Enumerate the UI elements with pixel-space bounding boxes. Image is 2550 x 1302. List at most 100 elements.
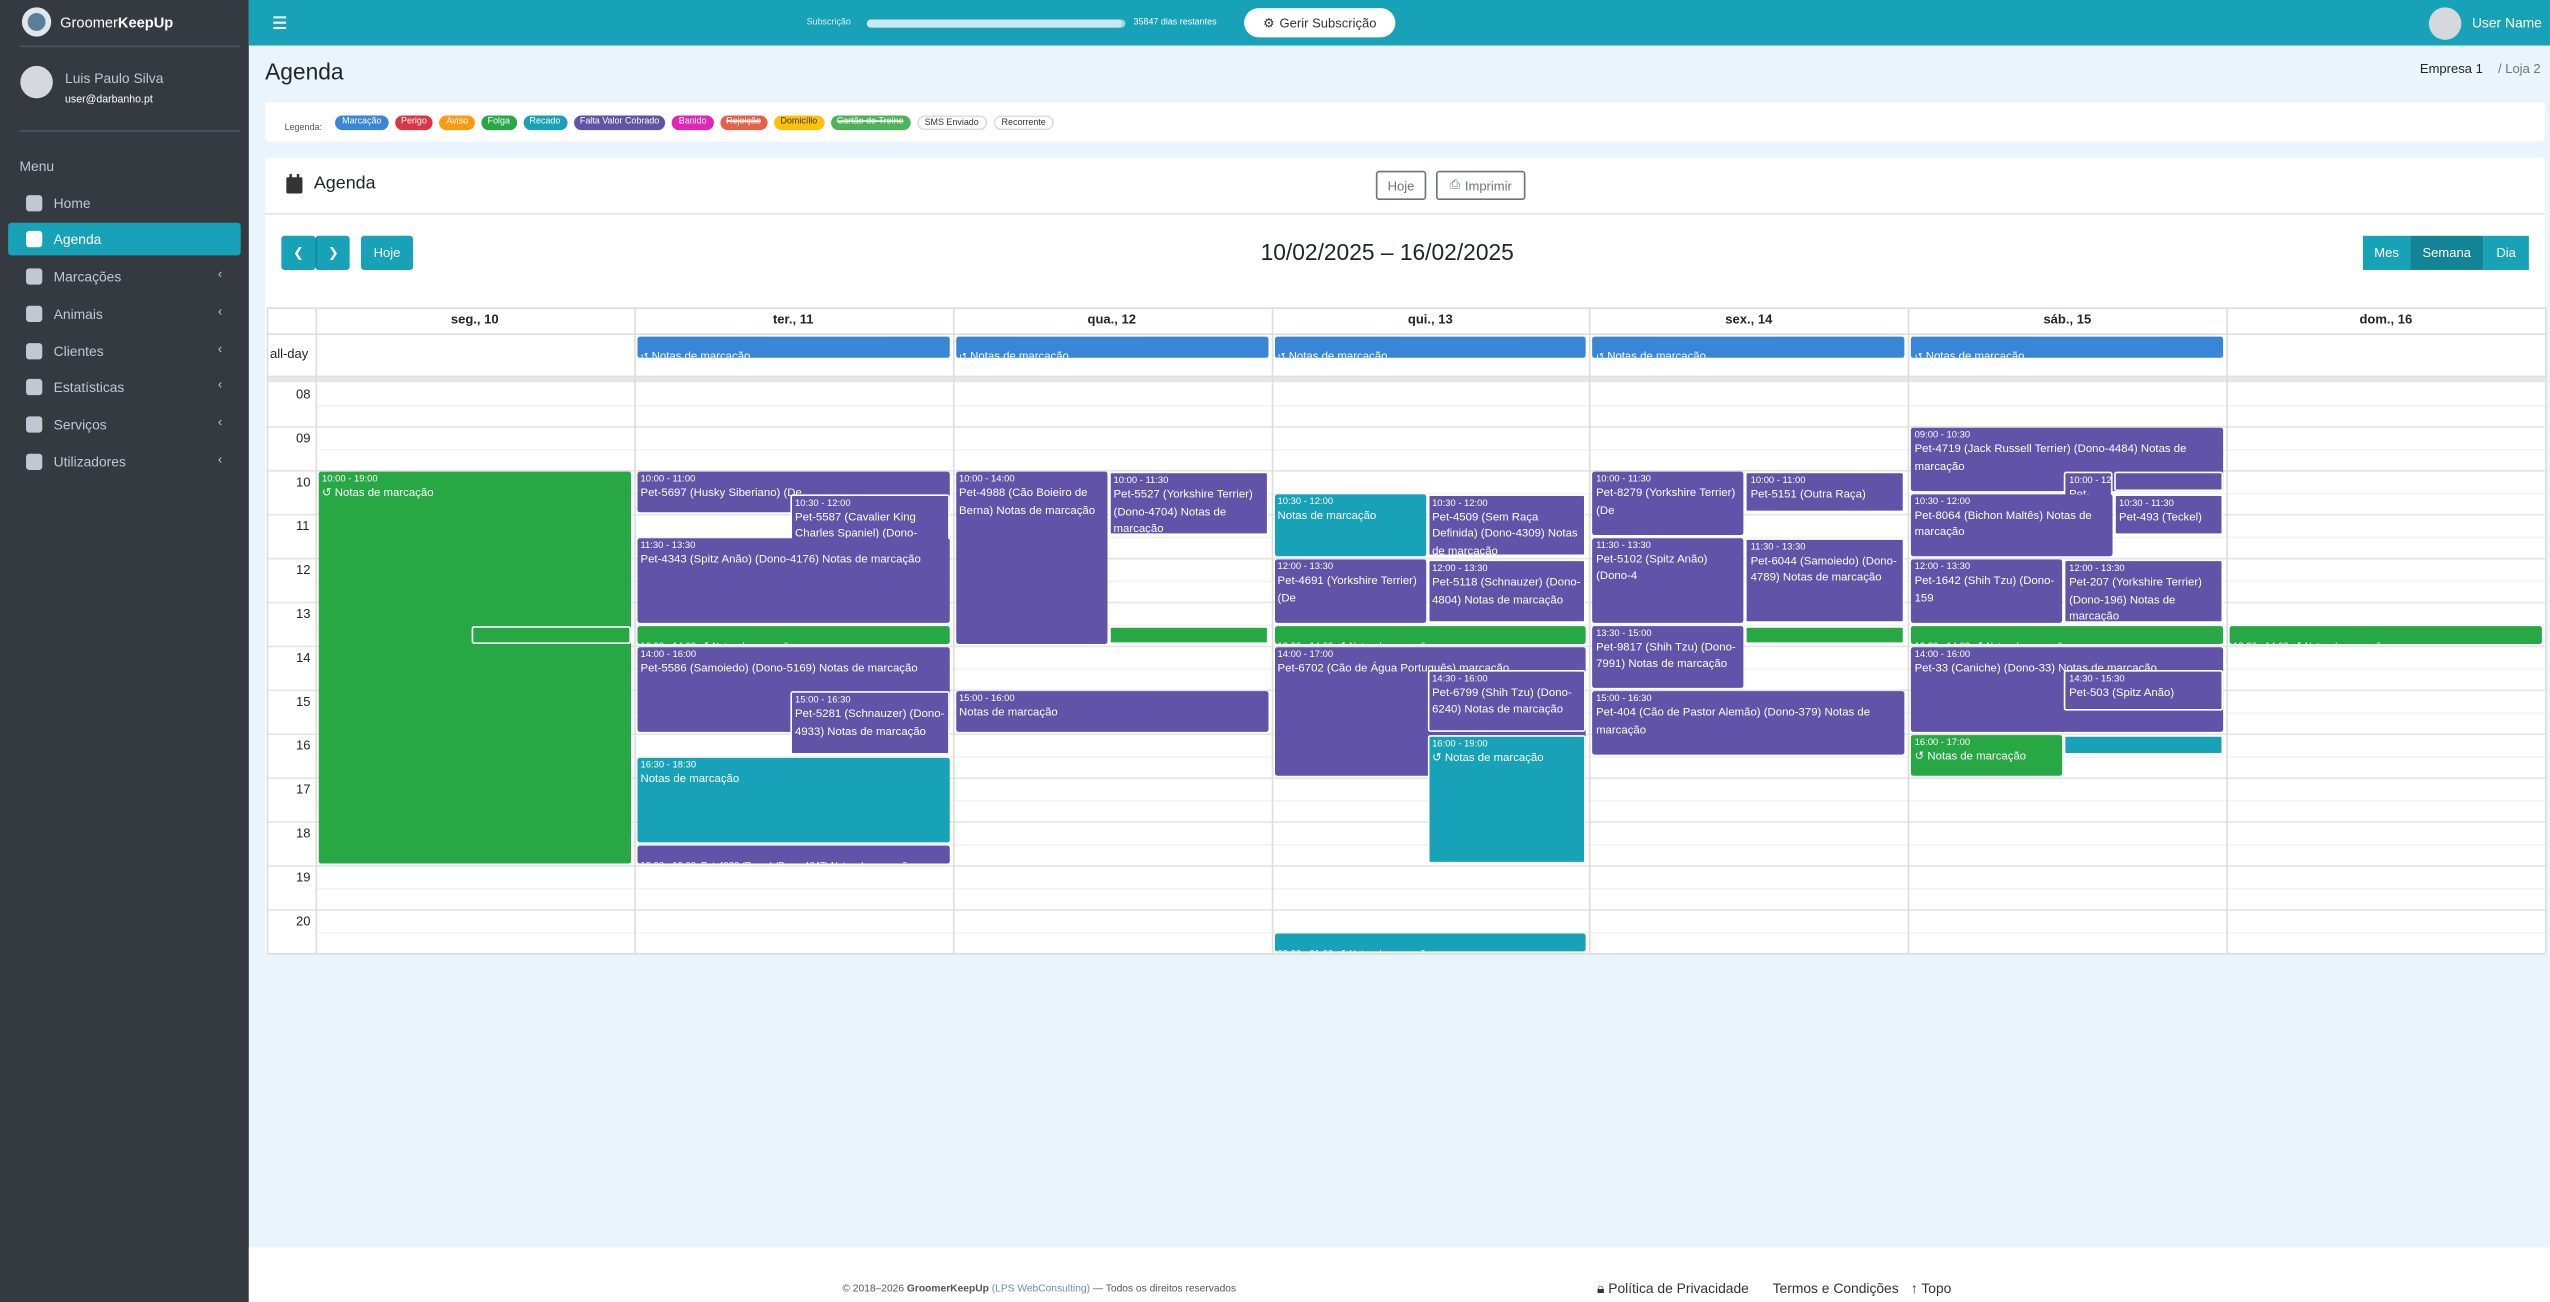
event-time: 13:30 - 14:00 [1278,642,1334,644]
breadcrumb-company[interactable]: Empresa 1 [2419,61,2483,77]
calendar-event[interactable]: 13:30 - 15:00 Pet-9817 (Shih Tzu) (Dono-7… [1592,625,1745,688]
event-time: 10:00 - 11:00 [640,474,696,485]
event-body: Pet-6799 (Shih Tzu) (Dono-6240) Notas de… [1432,685,1581,719]
event-body: Notas de marcação [641,772,946,789]
next-button[interactable]: ❯ [315,235,350,270]
calendar-event[interactable]: 13:30 - 14:00 ↺Notas de [1745,625,1905,645]
event-text: Pet-1642 (Shih Tzu) (Dono-159 [1914,575,2055,605]
menu-item[interactable]: Serviços ‹ [8,408,241,441]
all-day-event[interactable]: ↺ Notas de marcação [1911,336,2224,358]
hour-label: 13 [295,606,311,622]
calendar-event[interactable]: 10:30 - 11:30 Pet-493 (Teckel) [2114,493,2224,535]
view-button[interactable]: Dia [2483,235,2529,270]
all-day-event[interactable]: ↺ Notas de marcação [637,336,950,358]
days-remaining: 35847 dias restantes [1133,17,1217,28]
nav-today-button[interactable]: Hoje [361,235,414,270]
menu-item[interactable]: Marcações ‹ [8,260,241,293]
column-line [315,307,318,954]
calendar-event[interactable]: 13:30 - 14:00 ↺Notas de [1108,625,1268,645]
divider [19,130,241,132]
print-button[interactable]: ⎙ Imprimir [1436,170,1526,201]
calendar-event[interactable]: 10:00 - 14:00 Pet-4988 (Cão Boieiro de Be… [955,471,1108,645]
recurring-icon: ↺ [1811,643,1819,644]
menu-toggle[interactable] [273,16,287,30]
top-link[interactable]: ↑ Topo [1911,1280,1952,1296]
menu-item[interactable]: Home [8,187,241,220]
hour-line [266,426,2546,428]
day-header: sex., 14 [1725,312,1773,327]
prev-button[interactable]: ❮ [281,235,316,270]
menu-item[interactable]: Clientes ‹ [8,335,241,368]
user-name[interactable]: Luis Paulo Silva [65,69,164,87]
calendar-event[interactable]: 13:30 - 14:00 ↺Notas de [471,625,631,645]
all-day-event[interactable]: ↺ Notas de marcação [1592,336,1905,358]
manage-subscription-button[interactable]: ⚙ Gerir Subscrição [1244,8,1396,38]
calendar-event[interactable]: 10:00 - 11:30 Pet-8279 (Yorkshire Terrier… [1592,471,1745,535]
calendar-event[interactable]: 10:00 - 10:30 Pet-5586 [2114,471,2224,491]
calendar-event[interactable]: 12:00 - 13:30 Pet-4691 (Yorkshire Terrier… [1274,559,1426,623]
grid-border [266,953,2546,955]
event-body: Pet-8064 (Bichon Maltês) Notas de marcaç… [1915,508,2110,542]
view-button[interactable]: Mes [2362,235,2411,270]
legend-text: Falta Valor Cobrado [579,116,660,127]
calendar-event[interactable]: 10:30 - 12:00 Notas de marcação [1274,493,1426,557]
event-time: 10:30 - 11:30 [2119,498,2174,509]
legend-text: Cartão de Treino [836,116,904,127]
day-header: ter., 11 [772,312,814,327]
brand[interactable]: GroomerKeepUp [60,15,173,31]
menu-item[interactable]: Animais ‹ [8,298,241,331]
calendar-event[interactable]: 16:00 - 16:30 ↺Notas de [2064,735,2224,754]
calendar-event[interactable]: 16:00 - 17:00 ↺ Notas de marcação [1911,735,2063,776]
topbar-avatar[interactable] [2428,7,2462,41]
calendar-event[interactable]: 13:30 - 14:00 ↺Notas de marcação [637,625,950,645]
recurring-icon: ↺ [701,642,709,644]
menu-item[interactable]: Utilizadores ‹ [8,446,241,479]
calendar-event[interactable]: 14:30 - 16:00 Pet-6799 (Shih Tzu) (Dono-6… [1427,669,1587,732]
calendar-event[interactable]: 11:30 - 13:30 Pet-4343 (Spitz Anão) (Dono… [637,537,950,623]
event-time: 16:00 - 16:30 [2069,753,2125,754]
calendar-event[interactable]: 13:30 - 14:00 ↺Notas de marcação [2229,625,2542,645]
column-line [2226,307,2229,954]
menu-item[interactable]: Agenda [8,222,241,256]
calendar-event[interactable]: 13:30 - 14:00 ↺Notas de marcação [1274,625,1587,645]
all-day-event[interactable]: ↺ Notas de marcação [955,336,1268,358]
calendar-event[interactable]: 10:00 - 11:00 Pet-5151 (Outra Raça) [1745,471,1905,513]
hour-label: 19 [295,870,311,885]
topbar-user[interactable]: User Name [2471,14,2542,31]
calendar-event[interactable]: 14:30 - 15:30 Pet-503 (Spitz Anão) [2064,669,2224,710]
calendar-event[interactable]: 15:00 - 16:30 Pet-404 (Cão de Pastor Alem… [1592,691,1905,754]
calendar-event[interactable]: 12:00 - 13:30 Pet-5118 (Schnauzer) (Dono-… [1427,559,1587,623]
view-button[interactable]: Semana [2410,235,2484,270]
today-button[interactable]: Hoje [1375,170,1427,201]
calendar-event[interactable]: 16:00 - 19:00 ↺ Notas de marcação [1427,735,1587,864]
event-text: Pet-4343 (Spitz Anão) (Dono-4176) Notas … [640,553,921,566]
calendar-event[interactable]: 11:30 - 13:30 Pet-6044 (Samoiedo) (Dono-4… [1745,537,1905,623]
calendar-event[interactable]: 18:30 - 19:00 Pet-4923 (Persa) (Dono-4647… [637,844,950,864]
calendar-event[interactable]: 16:30 - 18:30 Notas de marcação [637,757,950,842]
calendar-event[interactable]: 11:30 - 13:30 Pet-5102 (Spitz Anão) (Dono… [1592,537,1745,623]
event-body: ↺Notas de marcação [1338,949,1431,951]
footer-company[interactable]: (LPS WebConsulting) [991,1283,1091,1295]
calendar-event[interactable]: 15:00 - 16:00 Notas de marcação [955,691,1268,732]
calendar-event[interactable]: 10:00 - 19:00 ↺ Notas de marcação [318,471,631,864]
legend-text: Recorrente [1001,118,1046,129]
event-text: Pet-8279 (Yorkshire Terrier) (De [1596,487,1736,517]
event-body: Pet-5151 (Outra Raça) [1751,488,1900,505]
all-day-event[interactable]: ↺ Notas de marcação [1274,336,1587,358]
event-body: ↺Notas de marcação [322,486,627,503]
terms-link[interactable]: Termos e Condições [1772,1279,1899,1297]
calendar-event[interactable]: 13:30 - 14:00 ↺Notas de marcação [1911,625,2224,645]
calendar-event[interactable]: 15:00 - 16:30 Pet-5281 (Schnauzer) (Dono-… [790,691,950,754]
legend-item: Recado [523,115,567,130]
calendar-event[interactable]: 10:30 - 12:00 Pet-8064 (Bichon Maltês) No… [1911,493,2113,557]
calendar-event[interactable]: 12:00 - 13:30 Pet-207 (Yorkshire Terrier)… [2064,559,2224,623]
calendar-event[interactable]: 20:30 - 21:00 ↺Notas de marcação [1274,932,1587,952]
event-time: 13:30 - 15:00 [1596,628,1652,639]
calendar-event[interactable]: 12:00 - 13:30 Pet-1642 (Shih Tzu) (Dono-1… [1911,559,2063,623]
privacy-link[interactable]: 🔒︎ Política de Privacidade [1597,1280,1749,1298]
calendar-event[interactable]: 10:00 - 11:30 Pet-5527 (Yorkshire Terrier… [1108,471,1268,535]
recurring-icon: ↺ [640,352,649,358]
event-time: 11:30 - 13:30 [1750,542,1806,553]
menu-item[interactable]: Estatísticas ‹ [8,371,241,404]
calendar-event[interactable]: 10:30 - 12:00 Pet-4509 (Sem Raça Definida… [1427,493,1587,557]
